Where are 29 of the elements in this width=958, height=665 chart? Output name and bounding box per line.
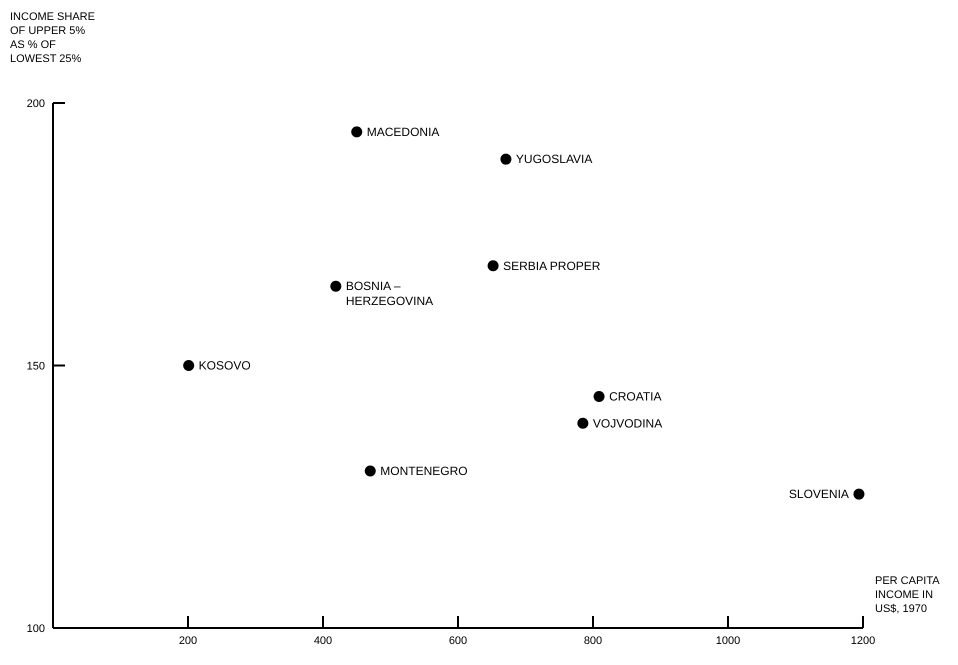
point — [488, 260, 499, 272]
x-tick-label: 800 — [584, 635, 602, 647]
x-tick-label: 400 — [314, 635, 332, 647]
point — [351, 126, 362, 138]
x-tick-label: 1000 — [716, 635, 740, 647]
point — [577, 418, 588, 429]
point — [594, 390, 605, 402]
series-label: KOSOVO — [198, 358, 251, 372]
x-tick-label: 200 — [178, 635, 198, 647]
x-tick-label: 1200 — [850, 635, 876, 647]
y-tick-label: 100 — [26, 623, 45, 635]
series-label: MONTENEGRO — [380, 464, 468, 478]
series-label: SLOVENIA — [788, 487, 849, 502]
x-axis-title: PER CAPITA INCOME IN US$, 1970 — [875, 575, 940, 615]
point — [364, 466, 376, 477]
y-tick-label: 150 — [26, 360, 45, 372]
point — [500, 154, 512, 165]
series-label: MACEDONIA — [366, 124, 440, 139]
point — [330, 280, 342, 292]
series-label: SERBIA PROPER — [503, 258, 601, 273]
series-label: BOSNIA – HERZEGOVINA — [346, 279, 434, 308]
y-tick-label: 200 — [26, 98, 45, 110]
point — [853, 488, 864, 500]
x-tick-label: 600 — [448, 635, 468, 647]
series-label: YUGOSLAVIA — [516, 152, 592, 166]
series-label: VOJVODINA — [592, 416, 662, 430]
y-axis-title: INCOME SHARE OF UPPER 5% AS % OF LOWEST 25% — [10, 11, 95, 65]
point — [183, 360, 194, 371]
series-label: CROATIA — [609, 389, 662, 404]
